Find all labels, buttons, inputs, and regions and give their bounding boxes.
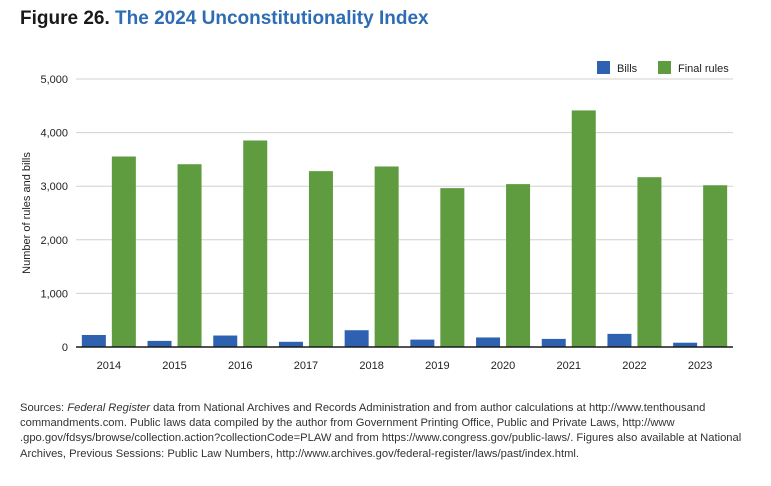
- y-tick-label: 4,000: [40, 128, 68, 140]
- legend-swatch: [597, 61, 610, 74]
- y-tick-label: 0: [62, 342, 68, 354]
- x-tick-label: 2023: [688, 360, 712, 372]
- bar-final-rules: [703, 185, 728, 347]
- bar-bills: [541, 338, 566, 347]
- sources-text: data from National Archives and Records …: [20, 402, 742, 460]
- y-tick-label: 1,000: [40, 288, 68, 300]
- x-tick-label: 2022: [622, 360, 646, 372]
- bar-bills: [213, 335, 238, 347]
- bar-chart: 0 1,000 2,000 3,000 4,000 5,000 2014 2015 2016 20…: [21, 61, 733, 372]
- x-tick-label: 2015: [162, 360, 186, 372]
- sources-italic: Federal Register: [67, 402, 150, 414]
- figure-label: Figure 26.: [20, 8, 110, 29]
- bar-final-rules: [506, 184, 531, 347]
- y-tick-label: 5,000: [40, 74, 68, 86]
- x-tick-label: 2020: [491, 360, 515, 372]
- x-tick-label: 2014: [97, 360, 121, 372]
- legend-swatch: [658, 61, 671, 74]
- x-tick-label: 2018: [359, 360, 383, 372]
- bar-bills: [410, 339, 435, 347]
- bar-final-rules: [637, 177, 662, 347]
- figure-title: Figure 26. The 2024 Unconstitutionality …: [20, 8, 429, 30]
- bar-final-rules: [308, 171, 333, 347]
- bar-final-rules: [374, 166, 399, 347]
- x-tick-label: 2016: [228, 360, 252, 372]
- x-tick-label: 2021: [557, 360, 581, 372]
- bar-final-rules: [111, 156, 136, 347]
- sources-note: Sources: Federal Register data from Nati…: [20, 401, 755, 462]
- y-axis-label: Number of rules and bills: [21, 152, 33, 274]
- y-tick-label: 2,000: [40, 235, 68, 247]
- legend-label: Bills: [617, 63, 638, 75]
- x-tick-label: 2019: [425, 360, 449, 372]
- bar-bills: [278, 341, 303, 347]
- bar-final-rules: [440, 188, 465, 347]
- x-tick-label: 2017: [294, 360, 318, 372]
- bar-final-rules: [243, 140, 268, 347]
- bar-bills: [673, 342, 698, 347]
- bar-bills: [476, 337, 501, 347]
- bar-final-rules: [571, 110, 596, 347]
- sources-prefix: Sources:: [20, 402, 68, 414]
- figure-name: The 2024 Unconstitutionality Index: [115, 8, 429, 29]
- y-tick-label: 3,000: [40, 181, 68, 193]
- bar-bills: [81, 334, 106, 347]
- bar-bills: [147, 340, 172, 347]
- bar-bills: [607, 333, 632, 347]
- bar-final-rules: [177, 164, 202, 347]
- bar-bills: [344, 330, 369, 347]
- legend-label: Final rules: [678, 63, 729, 75]
